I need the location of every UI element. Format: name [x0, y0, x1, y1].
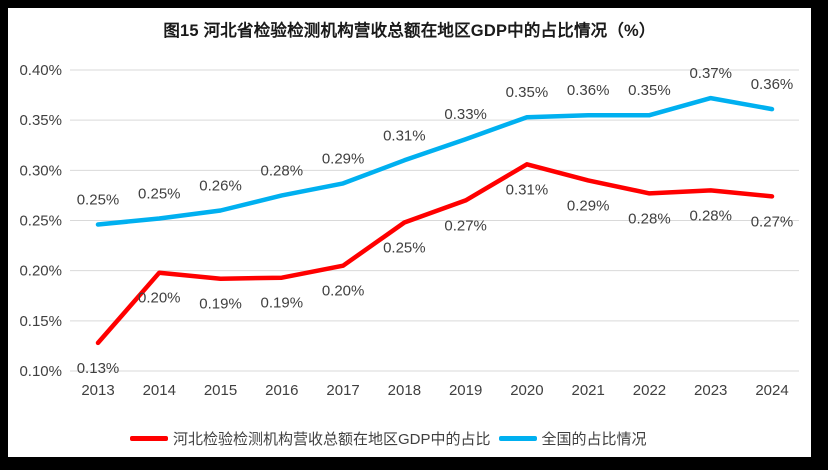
data-label: 0.36%	[751, 76, 794, 93]
data-label: 0.35%	[628, 82, 671, 99]
data-label: 0.27%	[751, 213, 794, 230]
x-axis-tick-label: 2023	[694, 382, 727, 399]
data-label: 0.25%	[138, 185, 181, 202]
chart-title: 图15 河北省检验检测机构营收总额在地区GDP中的占比情况（%）	[163, 22, 656, 40]
data-label: 0.20%	[138, 290, 181, 307]
data-label: 0.33%	[444, 106, 487, 123]
x-axis-tick-label: 2020	[510, 382, 543, 399]
x-axis-tick-label: 2014	[143, 382, 176, 399]
data-label: 0.20%	[322, 283, 365, 300]
legend-swatch-hebei	[130, 436, 168, 441]
legend-label-hebei: 河北检验检测机构营收总额在地区GDP中的占比	[173, 431, 491, 448]
legend-swatch-national	[498, 436, 537, 441]
data-label: 0.25%	[77, 192, 120, 209]
chart-plot-area: 图15 河北省检验检测机构营收总额在地区GDP中的占比情况（%） 0.10% 0.…	[8, 8, 811, 457]
series-line	[95, 162, 775, 346]
data-label: 0.37%	[689, 65, 732, 82]
x-axis-tick-label: 2024	[755, 382, 788, 399]
y-axis-tick-label: 0.25%	[19, 213, 62, 230]
y-axis-tick-label: 0.40%	[19, 62, 62, 79]
x-axis-tick-label: 2021	[571, 382, 604, 399]
data-label: 0.19%	[261, 295, 304, 312]
data-label: 0.36%	[567, 82, 610, 99]
data-label: 0.28%	[628, 210, 671, 227]
y-axis-tick-label: 0.20%	[19, 263, 62, 280]
legend-item-national: 全国的占比情况	[498, 428, 647, 449]
data-label: 0.29%	[322, 150, 365, 167]
chart-legend: 河北检验检测机构营收总额在地区GDP中的占比 全国的占比情况	[130, 428, 655, 449]
data-label: 0.25%	[383, 240, 426, 257]
x-axis-tick-label: 2016	[265, 382, 298, 399]
data-label: 0.31%	[506, 181, 549, 198]
x-axis-tick-label: 2018	[388, 382, 421, 399]
y-axis-tick-label: 0.10%	[19, 363, 62, 380]
data-label: 0.28%	[261, 162, 304, 179]
data-label: 0.19%	[199, 296, 242, 313]
x-axis-tick-label: 2019	[449, 382, 482, 399]
x-axis-tick-label: 2017	[326, 382, 359, 399]
data-label: 0.35%	[506, 84, 549, 101]
data-label: 0.29%	[567, 197, 610, 214]
chart-canvas: 0.10% 0.15% 0.20% 0.25% 0.30% 0.35% 0.40% 2013 2…	[19, 62, 799, 399]
y-axis-tick-label: 0.35%	[19, 112, 62, 129]
legend-item-hebei: 河北检验检测机构营收总额在地区GDP中的占比	[130, 428, 491, 449]
legend-label-national: 全国的占比情况	[541, 431, 647, 448]
data-label: 0.31%	[383, 127, 426, 144]
series-line	[95, 95, 775, 227]
data-label: 0.27%	[444, 217, 487, 234]
y-axis-tick-label: 0.15%	[19, 313, 62, 330]
x-axis-tick-label: 2022	[633, 382, 666, 399]
x-axis-tick-label: 2013	[81, 382, 114, 399]
data-label: 0.28%	[689, 207, 732, 224]
y-axis-tick-label: 0.30%	[19, 162, 62, 179]
x-axis-tick-label: 2015	[204, 382, 237, 399]
data-label: 0.13%	[77, 360, 120, 377]
data-label: 0.26%	[199, 177, 242, 194]
